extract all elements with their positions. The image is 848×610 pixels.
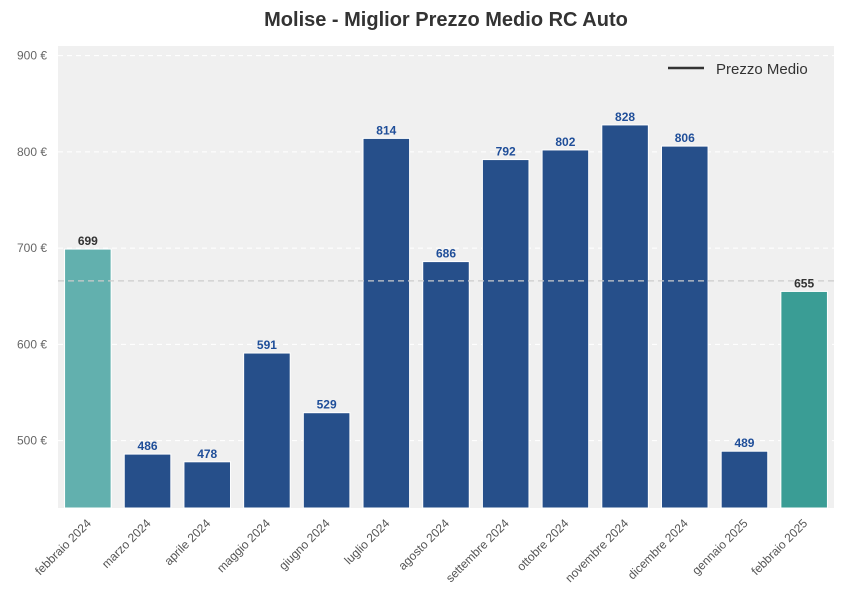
bar	[660, 145, 709, 509]
bar-value-label: 802	[555, 135, 575, 149]
bar	[362, 137, 411, 509]
chart-title: Molise - Miglior Prezzo Medio RC Auto	[264, 9, 628, 31]
bar-value-label: 828	[615, 110, 635, 124]
y-axis: 500 € 600 € 700 € 800 € 900 €	[17, 49, 47, 448]
bar-value-label: 478	[197, 447, 217, 461]
bar	[601, 124, 649, 509]
bar-value-label: 529	[317, 398, 337, 412]
bar-value-label: 792	[496, 145, 516, 159]
bar	[183, 461, 232, 509]
x-tick-label: maggio 2024	[214, 516, 273, 575]
bar	[541, 149, 590, 509]
bar	[302, 412, 351, 509]
x-tick-label: aprile 2024	[161, 516, 213, 568]
bar-value-label: 814	[376, 123, 396, 137]
x-tick-label: dicembre 2024	[625, 516, 691, 582]
bar	[481, 159, 530, 509]
x-tick-label: ottobre 2024	[514, 516, 572, 574]
y-tick-label: 600 €	[17, 337, 47, 351]
bar	[780, 290, 828, 509]
value-labels: 699 486 478 591 529 814 686 792 802 828 806 489 655	[78, 110, 815, 461]
x-tick-label: febbraio 2025	[748, 516, 810, 578]
y-tick-label: 800 €	[17, 145, 47, 159]
y-tick-label: 700 €	[17, 241, 47, 255]
bar	[720, 450, 769, 509]
x-tick-label: novembre 2024	[562, 516, 631, 585]
bar	[64, 248, 112, 509]
x-tick-label: settembre 2024	[443, 516, 512, 585]
legend: Prezzo Medio	[668, 61, 808, 78]
legend-label: Prezzo Medio	[716, 61, 808, 78]
bars	[64, 124, 828, 509]
y-tick-label: 500 €	[17, 434, 47, 448]
bar	[422, 261, 470, 509]
x-tick-label: giugno 2024	[276, 516, 333, 573]
bar-value-label: 655	[794, 276, 814, 290]
x-tick-label: gennaio 2025	[689, 516, 751, 578]
bar-value-label: 591	[257, 338, 277, 352]
x-tick-label: febbraio 2024	[32, 516, 94, 578]
bar	[123, 453, 172, 509]
bar-value-label: 489	[734, 436, 754, 450]
x-tick-label: marzo 2024	[99, 516, 154, 571]
bar-value-label: 486	[138, 439, 158, 453]
bar	[243, 352, 291, 509]
bar-value-label: 686	[436, 247, 456, 261]
x-tick-label: luglio 2024	[341, 516, 392, 567]
x-tick-label: agosto 2024	[396, 516, 453, 573]
y-tick-label: 900 €	[17, 49, 47, 63]
bar-value-label: 699	[78, 234, 98, 248]
x-axis: febbraio 2024 marzo 2024 aprile 2024 maggio…	[32, 516, 810, 585]
bar-value-label: 806	[675, 131, 695, 145]
